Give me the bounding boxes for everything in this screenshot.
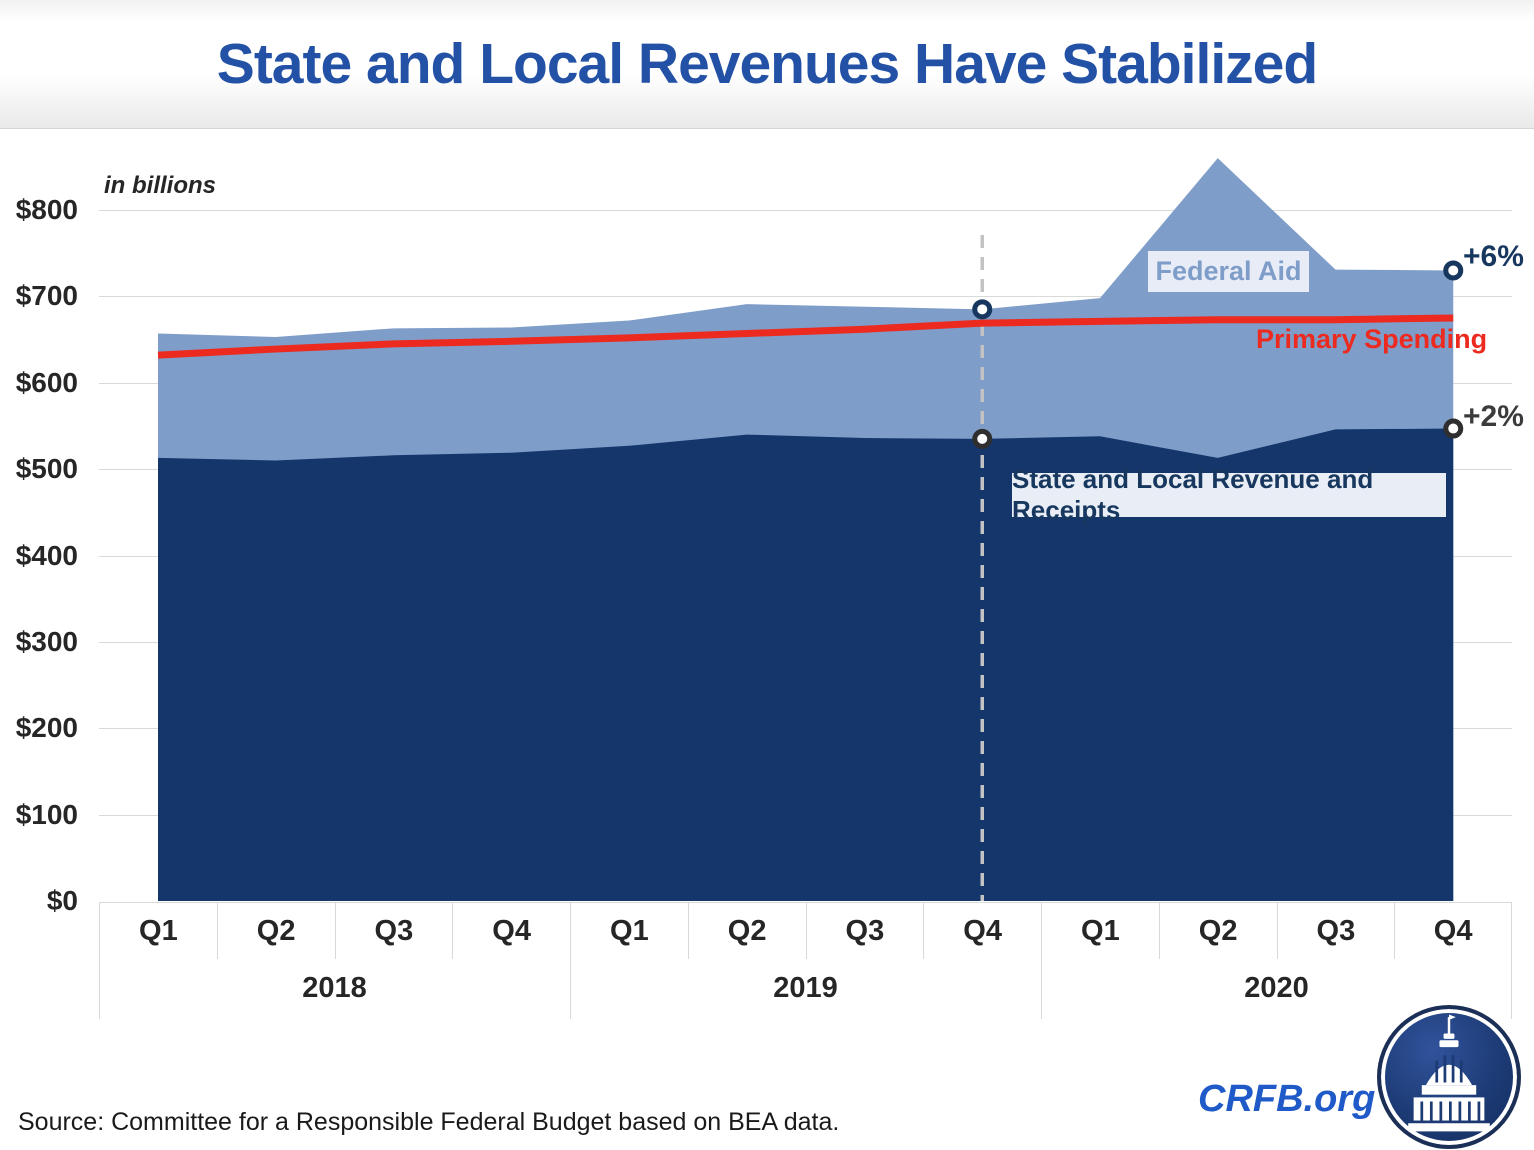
year-divider [99, 903, 100, 1019]
units-label: in billions [104, 172, 216, 199]
crfb-logo [1377, 1005, 1521, 1149]
brand-text: CRFB.org [1198, 1078, 1376, 1120]
quarter-label: Q2 [687, 903, 806, 959]
area-chart [157, 158, 1464, 901]
y-axis-tick-label: $700 [15, 280, 78, 312]
state-local-revenue-label: State and Local Revenue and Receipts [1012, 464, 1446, 525]
year-divider [1041, 903, 1042, 1019]
y-axis-tick-label: $300 [15, 625, 78, 657]
quarter-label: Q4 [452, 903, 570, 959]
y-axis-tick-label: $500 [15, 453, 78, 485]
y-axis-tick-label: $600 [15, 366, 78, 398]
quarter-label: Q4 [1394, 903, 1512, 959]
x-axis: Q1 Q2 Q3 Q4 Q1 Q2 Q3 Q4 Q1 Q2 Q3 Q4 2018 2019 2020 [99, 902, 1512, 1019]
y-axis-tick-label: $100 [15, 798, 78, 830]
quarter-label: Q1 [99, 903, 217, 959]
gridline [99, 296, 1512, 298]
chart-title: State and Local Revenues Have Stabilized [216, 32, 1318, 96]
revenue-area [158, 428, 1454, 901]
slide-header: State and Local Revenues Have Stabilized [0, 0, 1534, 129]
revenue-marker [1443, 418, 1464, 439]
y-axis-tick-label: $800 [15, 194, 78, 225]
quarter-label: Q3 [1276, 903, 1395, 959]
quarter-label: Q3 [334, 903, 453, 959]
quarter-label: Q3 [805, 903, 924, 959]
y-axis-tick-label: $0 [46, 885, 78, 916]
total-marker [972, 299, 993, 320]
quarter-label: Q2 [1158, 903, 1277, 959]
year-divider [570, 903, 571, 1019]
gridline [99, 210, 1512, 211]
primary-spending-label: Primary Spending [1256, 324, 1488, 354]
revenue-change-annotation: +2% [1463, 400, 1524, 433]
source-note: Source: Committee for a Responsible Fede… [18, 1108, 840, 1136]
quarter-label: Q4 [923, 903, 1041, 959]
capitol-dome-icon [1408, 1014, 1490, 1132]
total-marker [1443, 260, 1464, 281]
quarter-label: Q2 [216, 903, 335, 959]
primary-spending-line [157, 314, 1454, 359]
quarter-label: Q1 [1041, 903, 1159, 959]
federal-aid-label: Federal Aid [1148, 251, 1309, 292]
total-change-annotation: +6% [1463, 240, 1524, 273]
year-label: 2019 [773, 972, 838, 1004]
y-axis-tick-label: $200 [15, 712, 78, 744]
year-label: 2018 [302, 972, 367, 1004]
revenue-marker [972, 428, 993, 449]
year-label: 2020 [1244, 972, 1309, 1004]
y-axis-tick-label: $400 [15, 539, 78, 571]
year-divider [1511, 903, 1512, 1019]
quarter-label: Q1 [570, 903, 688, 959]
